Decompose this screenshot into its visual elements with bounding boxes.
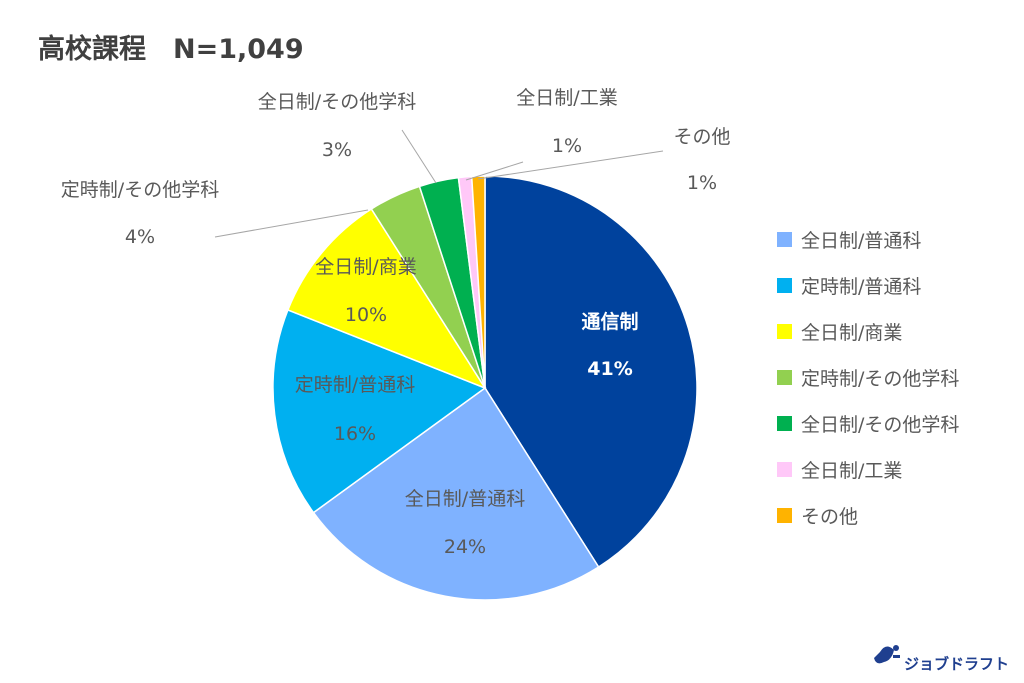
slice-value-label-zen_futsu: 24%: [444, 536, 486, 558]
pie-slice-tei_futsu: [272, 308, 487, 514]
slice-name-label-tei_sonota: 定時制/その他学科: [61, 179, 219, 201]
slice-labels: 通信制 41% 全日制/普通科 24% 定時制/普通科 16% 全日制/商業 10% 定時制/そ…: [61, 87, 731, 558]
legend-label-sonota: その他: [801, 506, 858, 528]
slice-name-label-zen_futsu: 全日制/普通科: [405, 488, 525, 510]
slice-name-label-tsushin: 通信制: [581, 310, 638, 333]
pie-slices: [272, 175, 698, 601]
legend-label-zen_futsu: 全日制/普通科: [801, 230, 921, 252]
legend-swatch-tei_sonota: [777, 370, 792, 385]
legend-label-zen_sonota: 全日制/その他学科: [801, 414, 959, 436]
chart-title: 高校課程 N=1,049: [38, 33, 304, 65]
legend-swatch-zen_shogyo: [777, 324, 792, 339]
slice-value-label-zen_kogyo: 1%: [552, 135, 582, 157]
slice-name-label-zen_sonota: 全日制/その他学科: [258, 91, 416, 113]
legend-label-zen_shogyo: 全日制/商業: [801, 322, 902, 344]
legend-swatch-sonota: [777, 508, 792, 523]
logo-icon: [874, 645, 900, 664]
legend-label-tei_futsu: 定時制/普通科: [801, 276, 921, 298]
legend-swatch-zen_kogyo: [777, 462, 792, 477]
legend-swatch-zen_futsu: [777, 232, 792, 247]
slice-name-label-tei_futsu: 定時制/普通科: [295, 374, 415, 396]
legend-label-tei_sonota: 定時制/その他学科: [801, 368, 959, 390]
slice-value-label-zen_sonota: 3%: [322, 139, 352, 161]
logo-text: ジョブドラフト: [904, 655, 1009, 673]
logo: ジョブドラフト: [874, 645, 1009, 673]
pie-slice-zen_shogyo: [286, 207, 487, 390]
slice-value-label-zen_shogyo: 10%: [345, 304, 387, 326]
leader-line-zen_sonota: [401, 129, 437, 184]
leader-line-sonota: [477, 150, 664, 180]
pie-slice-zen_futsu: [312, 386, 600, 601]
slice-value-label-tsushin: 41%: [587, 358, 632, 380]
legend-label-zen_kogyo: 全日制/工業: [801, 460, 902, 482]
slice-value-label-tei_futsu: 16%: [334, 423, 376, 445]
slice-value-label-sonota: 1%: [687, 172, 717, 194]
leader-line-zen_kogyo: [465, 161, 524, 181]
slice-name-label-sonota: その他: [673, 126, 730, 148]
slice-value-label-tei_sonota: 4%: [125, 226, 155, 248]
pie-slice-tsushin: [484, 175, 698, 569]
legend: 全日制/普通科定時制/普通科全日制/商業定時制/その他学科全日制/その他学科全日…: [777, 230, 959, 528]
leader-line-tei_sonota: [214, 209, 369, 238]
slice-name-label-zen_shogyo: 全日制/商業: [315, 256, 416, 278]
slice-name-label-zen_kogyo: 全日制/工業: [516, 87, 617, 109]
legend-swatch-tei_futsu: [777, 278, 792, 293]
leader-lines: [214, 129, 664, 238]
legend-swatch-zen_sonota: [777, 416, 792, 431]
